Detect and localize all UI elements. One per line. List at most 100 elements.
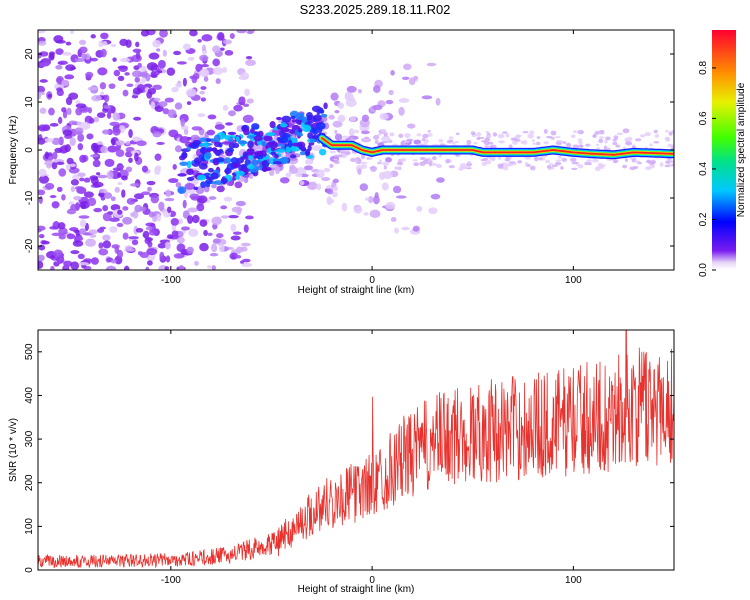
amplitude-blob: [77, 236, 84, 241]
amplitude-blob: [164, 97, 174, 103]
amplitude-blob: [301, 116, 309, 123]
y-tick-label: 500: [24, 343, 35, 360]
amplitude-blob: [421, 95, 433, 100]
amplitude-blob: [289, 154, 297, 159]
amplitude-blob: [470, 131, 476, 136]
amplitude-blob: [394, 166, 402, 170]
amplitude-blob: [573, 130, 577, 134]
amplitude-blob: [216, 233, 224, 239]
y-tick-label: 10: [24, 96, 35, 108]
amplitude-blob: [164, 241, 171, 250]
amplitude-blob: [206, 149, 211, 153]
amplitude-blob: [296, 132, 304, 137]
amplitude-blob: [649, 143, 653, 147]
amplitude-blob: [145, 266, 150, 270]
amplitude-blob: [398, 106, 405, 116]
amplitude-blob: [141, 191, 151, 196]
amplitude-blob: [65, 64, 76, 72]
amplitude-blob: [665, 129, 669, 133]
amplitude-blob: [554, 136, 561, 139]
amplitude-blob: [295, 112, 304, 121]
amplitude-blob: [114, 186, 120, 193]
amplitude-blob: [217, 31, 225, 41]
y-tick-label: 300: [24, 430, 35, 447]
amplitude-blob: [104, 192, 113, 199]
amplitude-blob: [236, 255, 242, 259]
amplitude-blob: [332, 120, 343, 128]
amplitude-blob: [333, 160, 340, 165]
amplitude-blob: [70, 179, 80, 186]
amplitude-blob: [328, 114, 335, 120]
amplitude-blob: [502, 131, 508, 134]
amplitude-blob: [313, 114, 322, 122]
y-tick-label: 100: [24, 518, 35, 535]
amplitude-blob: [83, 191, 94, 198]
amplitude-blob: [126, 197, 136, 205]
amplitude-blob: [38, 40, 47, 46]
amplitude-blob: [197, 113, 206, 118]
x-tick-label: 100: [565, 575, 582, 586]
amplitude-blob: [115, 149, 125, 157]
amplitude-blob: [176, 236, 185, 244]
amplitude-blob: [156, 141, 165, 145]
amplitude-blob: [205, 138, 212, 143]
snr-series-line: [38, 330, 674, 569]
amplitude-blob: [585, 143, 591, 147]
amplitude-blob: [158, 101, 168, 107]
amplitude-blob: [51, 201, 60, 209]
amplitude-blob: [38, 189, 46, 196]
amplitude-blob: [349, 136, 354, 141]
amplitude-blob: [101, 41, 108, 46]
amplitude-blob: [360, 154, 365, 160]
amplitude-blob: [341, 135, 349, 139]
amplitude-blob: [612, 141, 618, 146]
amplitude-blob: [46, 163, 52, 169]
amplitude-blob: [484, 137, 491, 142]
amplitude-blob: [380, 136, 387, 141]
amplitude-blob: [408, 77, 416, 86]
amplitude-blob: [622, 128, 630, 134]
amplitude-blob: [230, 223, 237, 232]
amplitude-blob: [78, 262, 89, 266]
bottom-x-axis: -100 0 100: [161, 330, 582, 586]
amplitude-blob: [49, 226, 58, 230]
amplitude-blob: [263, 135, 273, 142]
amplitude-blob: [132, 48, 142, 53]
amplitude-blob: [485, 130, 490, 134]
amplitude-blob: [272, 161, 283, 165]
amplitude-blob: [235, 200, 246, 207]
amplitude-blob: [110, 43, 117, 48]
amplitude-blob: [670, 160, 674, 164]
amplitude-blob: [287, 139, 293, 148]
amplitude-blob: [240, 156, 250, 160]
amplitude-blob: [577, 129, 585, 135]
amplitude-blob: [182, 77, 187, 87]
amplitude-blob: [109, 226, 118, 233]
amplitude-blob: [334, 110, 340, 114]
amplitude-blob: [38, 244, 46, 251]
amplitude-blob: [79, 219, 87, 228]
amplitude-blob: [182, 199, 187, 209]
amplitude-blob: [119, 57, 131, 63]
amplitude-blob: [247, 140, 254, 149]
amplitude-blob: [545, 159, 550, 164]
amplitude-blob: [279, 136, 289, 144]
amplitude-blob: [198, 162, 208, 170]
amplitude-blob: [427, 129, 431, 133]
amplitude-blob: [398, 133, 404, 139]
amplitude-blob: [599, 165, 605, 169]
amplitude-blob: [327, 198, 335, 204]
amplitude-blob: [49, 195, 57, 199]
amplitude-blob: [202, 68, 209, 78]
amplitude-blob: [150, 194, 160, 204]
amplitude-blob: [142, 230, 150, 239]
amplitude-blob: [333, 158, 338, 161]
x-tick-label: 0: [369, 575, 375, 586]
amplitude-blob: [121, 189, 126, 198]
amplitude-blob: [223, 39, 232, 45]
amplitude-blob: [38, 260, 41, 270]
amplitude-blob: [280, 127, 290, 132]
amplitude-blob: [455, 154, 460, 157]
amplitude-blob: [102, 204, 109, 212]
amplitude-blob: [529, 130, 535, 135]
